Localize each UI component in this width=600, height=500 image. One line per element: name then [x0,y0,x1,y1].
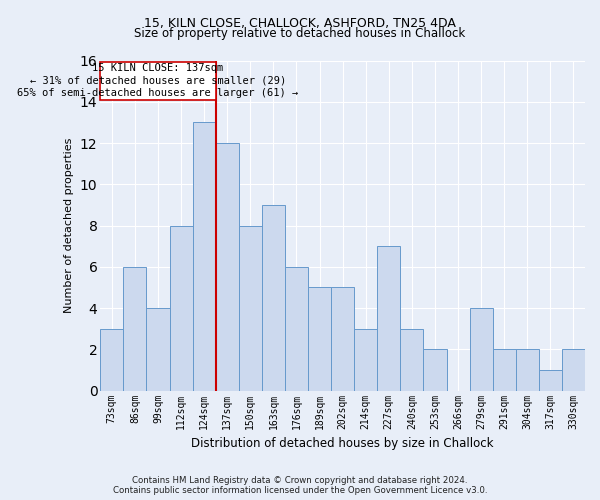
Text: Size of property relative to detached houses in Challock: Size of property relative to detached ho… [134,28,466,40]
Bar [424,350,446,391]
Bar [470,308,493,390]
Bar [193,122,215,390]
Bar [215,143,239,390]
Bar [262,205,285,390]
Text: 15 KILN CLOSE: 137sqm: 15 KILN CLOSE: 137sqm [92,62,224,72]
Bar [539,370,562,390]
Bar [170,226,193,390]
Bar [400,328,424,390]
Bar [308,288,331,391]
Bar [285,267,308,390]
X-axis label: Distribution of detached houses by size in Challock: Distribution of detached houses by size … [191,437,494,450]
FancyBboxPatch shape [100,62,215,100]
Bar [493,350,516,391]
Bar [354,328,377,390]
Bar [562,350,585,391]
Y-axis label: Number of detached properties: Number of detached properties [64,138,74,314]
Bar [239,226,262,390]
Bar [124,267,146,390]
Text: Contains HM Land Registry data © Crown copyright and database right 2024.
Contai: Contains HM Land Registry data © Crown c… [113,476,487,495]
Text: ← 31% of detached houses are smaller (29): ← 31% of detached houses are smaller (29… [30,76,286,86]
Text: 65% of semi-detached houses are larger (61) →: 65% of semi-detached houses are larger (… [17,88,299,98]
Bar [146,308,170,390]
Bar [100,328,124,390]
Bar [331,288,354,391]
Text: 15, KILN CLOSE, CHALLOCK, ASHFORD, TN25 4DA: 15, KILN CLOSE, CHALLOCK, ASHFORD, TN25 … [144,18,456,30]
Bar [377,246,400,390]
Bar [516,350,539,391]
